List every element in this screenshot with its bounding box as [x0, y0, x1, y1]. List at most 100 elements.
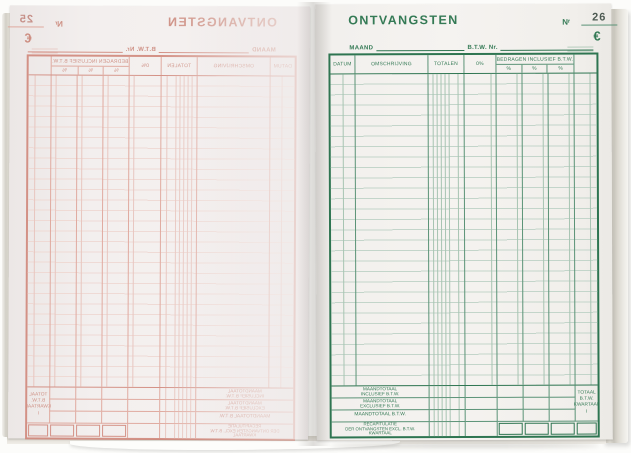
footer-label-month-total-incl: MAANDTOTAAL INCLUSIEF B.T.W. — [331, 386, 430, 399]
column-header-datum: DATUM — [269, 57, 295, 76]
form-number-label: Nʳ — [55, 19, 63, 29]
month-fill-line — [158, 44, 249, 54]
table-footer: MAANDTOTAAL INCLUSIEF B.T.W. TOTAAL B.T.… — [331, 384, 600, 437]
pct-subheader: % — [77, 66, 104, 75]
month-fill-line — [376, 42, 465, 52]
footer-cell — [549, 397, 576, 410]
body-column-blank — [27, 75, 51, 387]
table-header: DATUM OMSCHRIJVING TOTALEN 0% BEDRAGEN I… — [28, 56, 295, 77]
footer-cell — [523, 397, 550, 410]
column-header-datum: DATUM — [330, 55, 356, 74]
footer-cell — [523, 409, 550, 422]
body-column-omschrijving — [355, 74, 430, 386]
body-column-pct-2 — [522, 73, 550, 385]
column-header-omschrijving: OMSCHRIJVING — [196, 57, 270, 76]
footer-cell — [429, 397, 466, 411]
footer-cell — [465, 409, 498, 422]
footer-cell — [101, 411, 128, 424]
footer-cell — [497, 385, 524, 398]
column-header-blank — [574, 55, 596, 73]
footer-recap-box — [498, 422, 523, 435]
footer-cell — [49, 411, 76, 424]
body-column-pct-1 — [101, 75, 129, 387]
right-page-form: ONTVANGSTEN Nʳ 26 € MAAND B.T.W. Nr. DAT… — [315, 3, 618, 441]
footer-cell — [465, 421, 498, 436]
footer-cell — [497, 409, 524, 422]
footer-label-recap: RECAPITULATIE DER ONTVANGSTEN EXCL. B.T.… — [331, 421, 430, 437]
footer-cell — [49, 399, 76, 412]
body-column-totalen — [159, 76, 197, 388]
footer-recap-box — [550, 422, 575, 435]
pct-subheader: % — [558, 65, 563, 72]
body-column-zero-pct — [464, 73, 498, 385]
body-column-pct-1 — [496, 73, 524, 385]
body-column-datum — [268, 76, 295, 388]
book-shadow — [330, 443, 600, 448]
bottom-page-stack-edge — [7, 436, 606, 444]
footer-cell — [429, 409, 466, 422]
table-footer: MAANDTOTAAL INCLUSIEF B.T.W. TOTAAL B.T.… — [25, 386, 294, 439]
footer-cell — [549, 385, 576, 398]
footer-cell — [159, 399, 196, 413]
form-number-label: Nʳ — [562, 17, 571, 27]
body-column-zero-pct — [127, 75, 161, 388]
footer-cell — [429, 385, 466, 399]
month-row: MAAND B.T.W. Nr. — [25, 42, 276, 54]
body-column-pct-3 — [548, 73, 576, 385]
footer-cell — [75, 411, 102, 424]
footer-label-month-total-excl: MAANDTOTAAL EXCLUSIEF B.T.W. — [331, 398, 430, 411]
body-column-blank — [574, 73, 598, 385]
footer-cell — [101, 387, 128, 400]
footer-cell — [159, 388, 196, 401]
footer-cell — [127, 423, 160, 439]
column-header-totalen: TOTALEN — [428, 54, 465, 74]
footer-cell — [523, 385, 550, 398]
body-column-totalen — [428, 73, 466, 386]
month-row: MAAND B.T.W. Nr. — [349, 41, 596, 52]
footer-cell — [465, 385, 498, 398]
amounts-incl-btw-label: BEDRAGEN INCLUSIEF B.T.W. — [51, 56, 129, 67]
footer-cell — [127, 399, 160, 412]
footer-label-month-total-incl: MAANDTOTAAL INCLUSIEF B.T.W. — [195, 388, 294, 401]
month-label: MAAND — [251, 47, 276, 54]
footer-label-recap: RECAPITULATIE DER ONTVANGSTEN EXCL. B.T.… — [195, 423, 294, 439]
footer-cell — [549, 409, 576, 422]
body-column-omschrijving — [195, 76, 270, 388]
vat-fill-line — [500, 42, 594, 51]
left-page-carbon-copy: ONTVANGSTEN Nʳ 25 € MAAND B.T.W. Nr. DAT… — [7, 5, 310, 441]
page-number: 26 — [581, 11, 618, 26]
pct-subheader: % — [62, 67, 67, 74]
column-header-zero-pct: 0% — [128, 56, 161, 76]
column-header-zero-pct: 0% — [464, 54, 497, 73]
footer-cell — [101, 399, 128, 412]
vat-number-label: B.T.W. Nr. — [125, 46, 156, 53]
footer-cell — [75, 399, 102, 412]
page-number: 25 — [7, 13, 44, 28]
table-header: DATUM OMSCHRIJVING TOTALEN 0% BEDRAGEN I… — [330, 54, 597, 75]
footer-cell — [49, 387, 76, 400]
pct-subheader: % — [522, 64, 548, 73]
pct-subheader: % — [102, 66, 129, 75]
footer-cell — [127, 411, 160, 424]
footer-recap-box — [102, 424, 127, 437]
footer-cell — [497, 397, 524, 410]
body-column-datum — [330, 74, 357, 386]
column-header-totalen: TOTALEN — [160, 57, 197, 76]
footer-recap-box — [524, 422, 549, 435]
footer-recap-box — [576, 422, 597, 435]
body-column-pct-3 — [49, 75, 77, 387]
column-header-omschrijving: OMSCHRIJVING — [355, 55, 429, 74]
column-header-amounts-incl-btw: BEDRAGEN INCLUSIEF B.T.W. % % % — [496, 54, 575, 73]
footer-recap-box — [76, 424, 101, 437]
receipts-table: DATUM OMSCHRIJVING TOTALEN 0% BEDRAGEN I… — [25, 54, 297, 441]
column-header-blank — [29, 56, 51, 74]
footer-recap-box — [28, 424, 49, 437]
body-column-pct-2 — [75, 75, 103, 387]
table-body-ruled-rows — [27, 75, 295, 388]
vat-number-label: B.T.W. Nr. — [467, 44, 498, 51]
left-page-stack-edge — [2, 13, 13, 437]
form-title: ONTVANGSTEN — [166, 15, 277, 30]
footer-cell — [75, 387, 102, 400]
footer-cell — [159, 423, 196, 439]
